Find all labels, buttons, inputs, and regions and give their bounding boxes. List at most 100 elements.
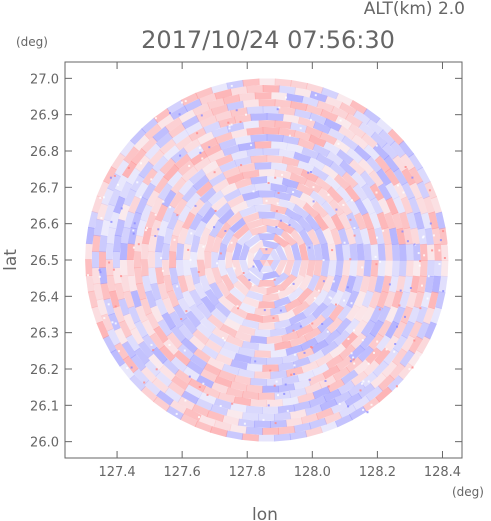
radar-cell [311,166,329,181]
radar-cell [230,128,248,139]
radar-speckle [87,274,89,277]
radar-speckle [293,364,296,367]
radar-cell [258,279,276,287]
radar-cell [226,172,245,185]
radar-cell [262,197,280,206]
radar-cell [229,217,246,233]
radar-cell [409,320,423,339]
radar-cell [195,87,214,100]
radar-cell [196,302,213,320]
radar-cell [354,145,372,162]
radar-cell [178,109,196,124]
radar-cell [159,157,176,175]
radar-cell [434,243,442,261]
radar-speckle [228,127,231,130]
radar-speckle [243,422,246,425]
radar-cell [359,275,371,293]
radar-cell [208,172,227,187]
radar-cell [136,219,147,237]
radar-cell [341,171,359,189]
radar-cell [110,349,126,367]
radar-cell [345,356,363,373]
radar-speckle [111,321,114,324]
radar-speckle [367,380,370,383]
radar-cell [218,347,237,360]
radar-cell [192,102,211,116]
radar-cell [372,143,390,161]
radar-cell [281,331,299,343]
radar-cell [149,332,165,350]
radar-cell [161,259,170,277]
radar-cell [250,335,267,344]
radar-cell [130,354,147,372]
radar-cell [381,142,399,160]
radar-cell [300,413,319,425]
radar-speckle [267,182,270,184]
radar-cell [85,274,95,293]
radar-speckle [146,226,149,229]
radar-cell [216,221,231,239]
radar-cell [344,185,361,203]
radar-cell [196,180,213,198]
radar-cell [367,275,378,293]
radar-cell [384,168,400,186]
radar-cell [323,411,343,425]
radar-speckle [438,249,441,252]
radar-cell [177,323,194,341]
radar-cell [282,113,301,124]
radar-speckle [352,356,355,359]
radar-cell [262,364,279,372]
radar-cell [226,194,245,209]
radar-speckle [349,258,352,261]
radar-speckle [332,280,335,283]
radar-cell [320,87,339,100]
radar-cell [254,141,272,149]
radar-cell [325,354,344,370]
radar-cell [120,275,131,293]
radar-cell [193,282,207,300]
radar-cell [200,206,217,224]
radar-cell [150,218,162,237]
radar-cell [345,227,357,245]
radar-cell [315,352,334,368]
radar-cell [217,259,228,277]
radar-cell [293,422,312,433]
radar-speckle [208,146,211,149]
radar-cell [270,247,281,261]
radar-cell [103,166,117,185]
radar-cell [357,383,376,399]
radar-cell [247,266,264,281]
radar-cell [270,419,287,428]
radar-cell [171,282,184,301]
radar-cell [217,391,236,404]
radar-cell [166,170,183,188]
radar-cell [320,109,339,123]
radar-cell [417,275,427,294]
radar-cell [244,233,261,248]
radar-cell [278,198,296,211]
radar-cell [293,151,311,164]
radar-cell [336,149,354,165]
radar-speckle [231,402,234,405]
radar-cell [238,205,257,218]
radar-cell [108,188,122,207]
radar-cell [365,385,384,402]
radar-speckle [361,266,364,269]
radar-cell [274,211,292,224]
radar-cell [258,211,276,219]
radar-cell [144,359,161,377]
radar-cell [433,260,442,278]
radar-cell [186,360,204,376]
radar-cell [214,301,231,318]
radar-cell [366,118,384,135]
radar-cell [148,267,158,285]
radar-cell [352,395,371,411]
radar-speckle [292,282,295,285]
radar-cell [159,345,176,362]
radar-cell [330,227,343,246]
radar-speckle [342,203,345,206]
radar-cell [123,146,140,164]
radar-cell [424,321,437,340]
radar-cell [412,260,421,277]
radar-cell [211,178,230,193]
